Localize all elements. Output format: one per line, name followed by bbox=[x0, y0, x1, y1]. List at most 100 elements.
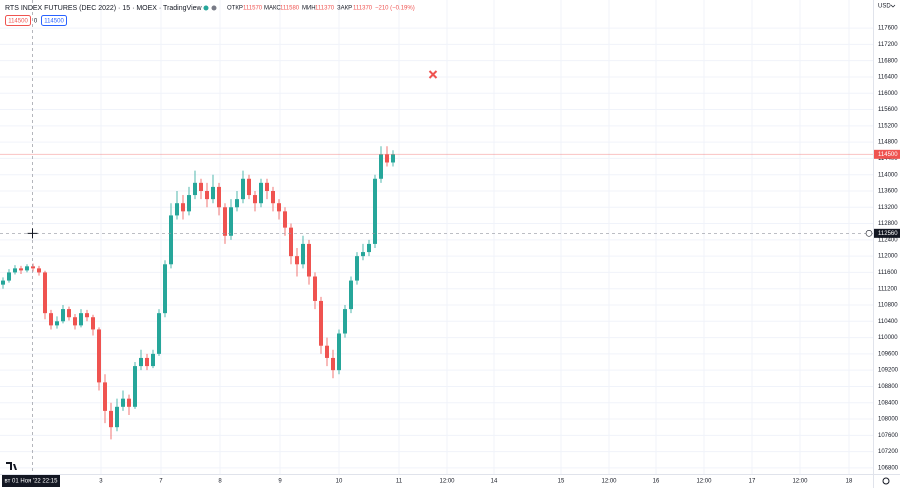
x-tick-label: 16 bbox=[653, 479, 660, 485]
legend-label: ОТКР bbox=[227, 6, 243, 12]
candle-body bbox=[97, 329, 101, 383]
candle-body bbox=[175, 203, 179, 216]
sell-button[interactable] bbox=[5, 15, 31, 26]
candle-body bbox=[331, 357, 335, 371]
candle-body bbox=[7, 272, 11, 281]
currency-dropdown[interactable] bbox=[890, 4, 896, 8]
candle-body bbox=[295, 256, 299, 265]
x-tick-label: 10 bbox=[336, 479, 343, 485]
candle-body bbox=[373, 178, 377, 244]
candle-body bbox=[187, 195, 191, 212]
y-tick-label: 116800 bbox=[878, 58, 898, 64]
candle-body bbox=[79, 313, 83, 326]
crosshair-time-tag bbox=[2, 475, 60, 487]
overlay bbox=[0, 0, 873, 474]
candle-body bbox=[31, 266, 35, 269]
candle-body bbox=[61, 309, 65, 322]
candle-body bbox=[103, 382, 107, 411]
crosshair-plus bbox=[865, 230, 873, 237]
y-tick-label: 116400 bbox=[878, 75, 898, 81]
candle-body bbox=[127, 398, 131, 407]
candle-body bbox=[385, 154, 389, 163]
y-tick-label: 107200 bbox=[878, 449, 899, 455]
status-dot bbox=[203, 5, 209, 11]
candle-body bbox=[67, 309, 71, 318]
y-tick-label: 113600 bbox=[878, 189, 898, 195]
y-tick-label: 112800 bbox=[878, 221, 898, 227]
x-tick-label: 8 bbox=[218, 479, 222, 485]
y-tick-label: 112400 bbox=[878, 237, 898, 243]
y-tick-label: 114000 bbox=[878, 172, 898, 178]
candle-body bbox=[211, 186, 215, 200]
legend-label: МИН bbox=[302, 6, 316, 12]
x-tick-label: 12:00 bbox=[696, 479, 712, 485]
candle-body bbox=[241, 178, 245, 200]
legend-value: 111370 bbox=[353, 6, 373, 12]
candle-body bbox=[157, 313, 161, 354]
crosshair-cursor bbox=[27, 228, 38, 239]
y-tick-label: 106800 bbox=[878, 465, 899, 471]
x-tick-label: 15 bbox=[558, 479, 565, 485]
candle-body bbox=[325, 345, 329, 358]
candle-body bbox=[277, 203, 281, 212]
y-tick-label: 107600 bbox=[878, 433, 899, 439]
buy-button[interactable] bbox=[41, 15, 67, 26]
candle-body bbox=[163, 264, 167, 314]
legend-label: ЗАКР bbox=[337, 6, 352, 12]
candle-body bbox=[271, 190, 275, 204]
y-tick-label: 117200 bbox=[878, 42, 898, 48]
candle-body bbox=[223, 207, 227, 236]
candle-body bbox=[121, 398, 125, 407]
candle-body bbox=[301, 243, 305, 265]
candle-body bbox=[283, 211, 287, 228]
candle-body bbox=[361, 252, 365, 257]
x-tick-label: 12:00 bbox=[601, 479, 617, 485]
y-tick-label: 111600 bbox=[878, 270, 898, 276]
candle-body bbox=[355, 256, 359, 281]
legend-value: 111370 bbox=[315, 6, 335, 12]
candle-body bbox=[307, 243, 311, 277]
candle-body bbox=[193, 182, 197, 196]
candle-body bbox=[133, 366, 137, 407]
candle-body bbox=[259, 182, 263, 204]
candle-body bbox=[313, 276, 317, 301]
x-tick-label: 18 bbox=[846, 479, 853, 485]
last-price-tag bbox=[874, 149, 900, 159]
candle-body bbox=[85, 313, 89, 318]
candle-body bbox=[367, 243, 371, 253]
candle-body bbox=[253, 195, 257, 204]
legend-label: МАКС bbox=[264, 6, 281, 12]
y-tick-label: 115200 bbox=[878, 123, 898, 129]
tradingview-logo[interactable] bbox=[6, 462, 17, 470]
x-tick-label: 9 bbox=[278, 479, 282, 485]
candle-body bbox=[25, 266, 29, 271]
crosshair-price-tag bbox=[874, 228, 900, 238]
settings-icon[interactable] bbox=[882, 477, 890, 485]
currency[interactable]: USD bbox=[878, 4, 891, 10]
candle-body bbox=[205, 190, 209, 200]
candle-body bbox=[289, 227, 293, 257]
sell-price[interactable]: 114500 bbox=[8, 19, 28, 25]
candle-body bbox=[265, 182, 269, 191]
y-tick-label: 110000 bbox=[878, 335, 898, 341]
candle-body bbox=[379, 154, 383, 179]
candle-body bbox=[247, 178, 251, 196]
candle-body bbox=[151, 353, 155, 367]
y-tick-label: 113200 bbox=[878, 205, 898, 211]
buy-price[interactable]: 114500 bbox=[44, 19, 64, 25]
candle-body bbox=[37, 268, 41, 273]
candle-body bbox=[145, 357, 149, 367]
candle-body bbox=[1, 280, 5, 285]
y-tick-label: 117600 bbox=[878, 26, 898, 32]
y-tick-label: 114800 bbox=[878, 140, 898, 146]
y-tick-label: 112000 bbox=[878, 254, 898, 260]
legend-value: 111570 bbox=[243, 6, 263, 12]
candle-body bbox=[349, 280, 353, 310]
candle-body bbox=[139, 357, 143, 367]
candle-body bbox=[337, 333, 341, 371]
candle-body bbox=[229, 207, 233, 236]
candle-body bbox=[319, 300, 323, 346]
candle-body bbox=[19, 268, 23, 271]
x-tick-label: 11 bbox=[396, 479, 403, 485]
x-tick-label: 12:00 bbox=[792, 479, 808, 485]
